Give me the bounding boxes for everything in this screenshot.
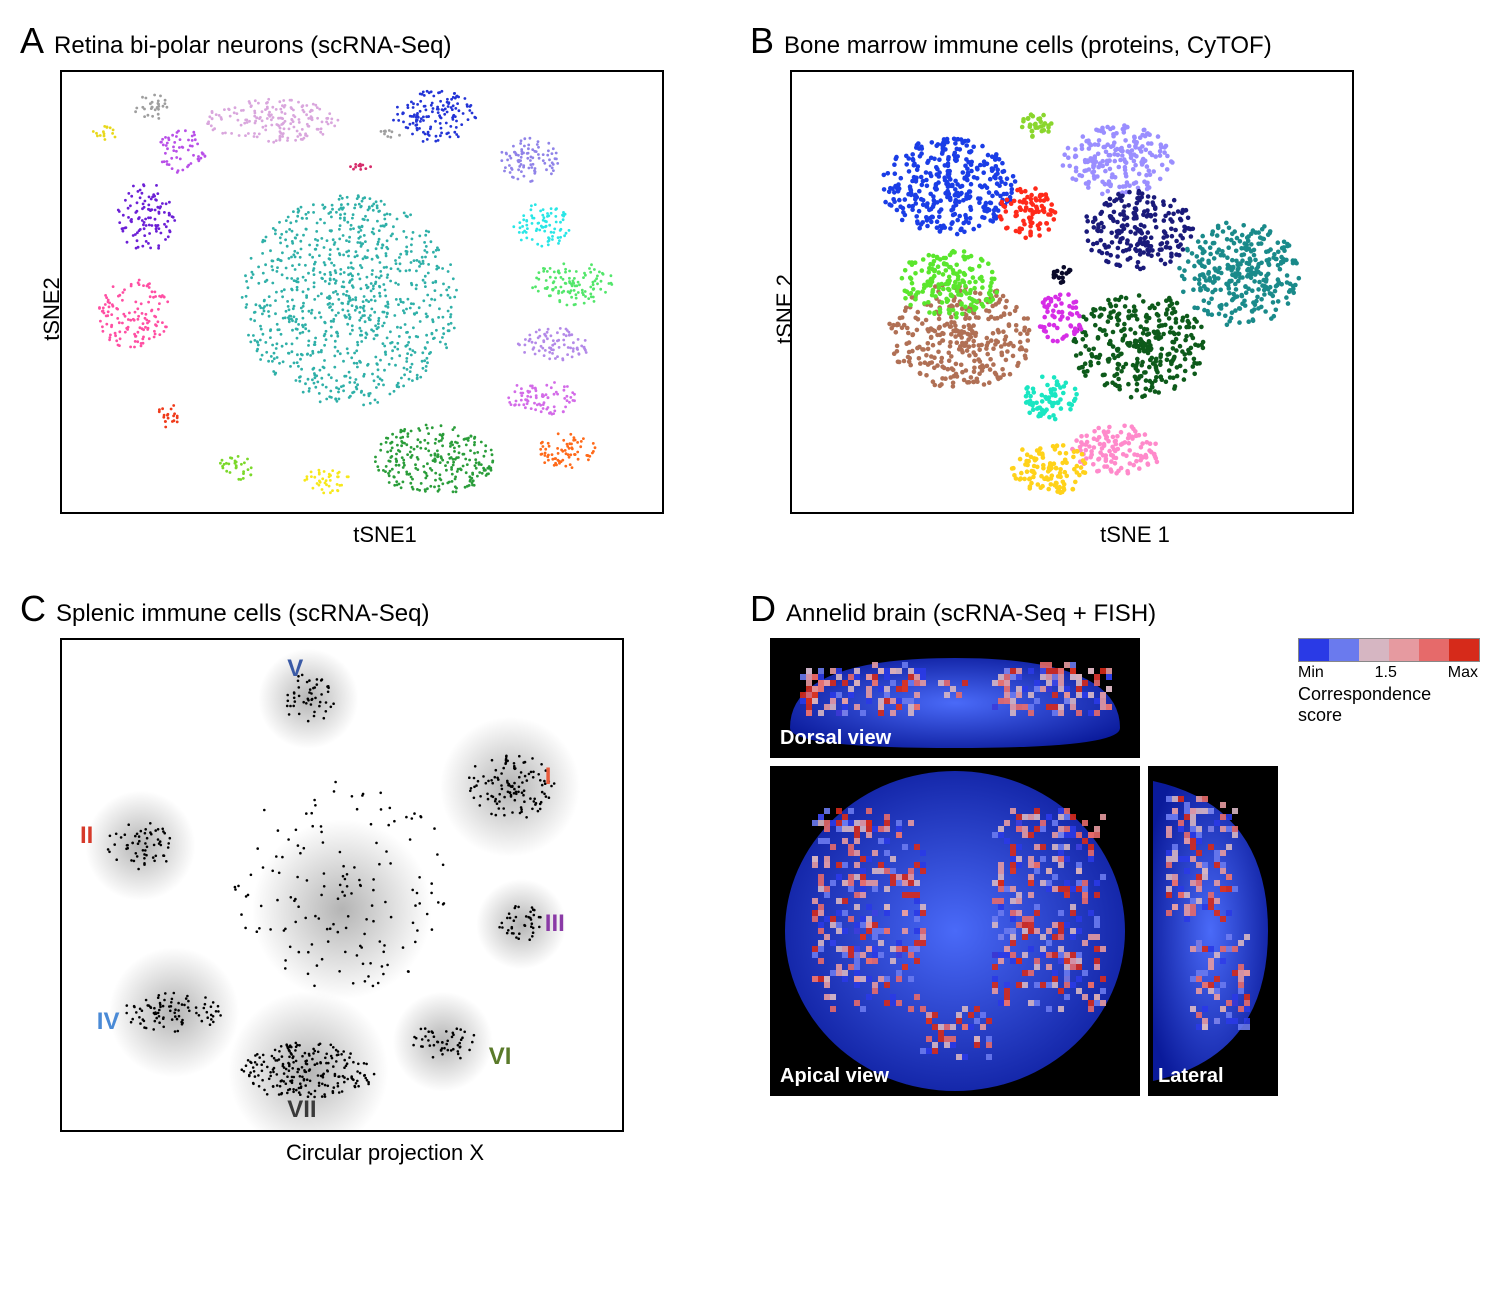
- panel-d-legend-title: Correspondence score: [1298, 684, 1480, 726]
- panel-a-xlabel: tSNE1: [60, 522, 710, 548]
- panel-b-title: Bone marrow immune cells (proteins, CyTO…: [784, 32, 1272, 60]
- panel-d-legend-ticks: Min 1.5 Max: [1298, 664, 1478, 682]
- panel-c-title: Splenic immune cells (scRNA-Seq): [56, 600, 429, 628]
- panel-c-plot: IIIIIIIVVVIVII: [60, 638, 624, 1132]
- panel-a-letter: A: [20, 20, 44, 62]
- panel-c-xlabel: Circular projection X: [60, 1140, 710, 1166]
- figure-grid: A Retina bi-polar neurons (scRNA-Seq) tS…: [20, 20, 1480, 1166]
- panel-b: B Bone marrow immune cells (proteins, Cy…: [750, 20, 1480, 548]
- roman-label: II: [80, 822, 93, 850]
- roman-label: IV: [97, 1008, 120, 1036]
- panel-b-plot: [790, 70, 1354, 514]
- panel-d-apical-view: Apical view: [770, 766, 1140, 1096]
- panel-b-letter: B: [750, 20, 774, 62]
- panel-d-legend-bar: [1298, 638, 1480, 662]
- panel-d-dorsal-view: Dorsal view: [770, 638, 1140, 758]
- legend-tick-mid: 1.5: [1375, 664, 1397, 682]
- panel-d-lateral-label: Lateral: [1158, 1065, 1224, 1088]
- panel-c: C Splenic immune cells (scRNA-Seq) Circu…: [20, 588, 710, 1166]
- panel-d-apical-label: Apical view: [780, 1065, 889, 1088]
- panel-d-letter: D: [750, 588, 776, 630]
- legend-tick-min: Min: [1298, 664, 1324, 682]
- panel-d: D Annelid brain (scRNA-Seq + FISH) Dorsa…: [750, 588, 1480, 1166]
- panel-d-title: Annelid brain (scRNA-Seq + FISH): [786, 600, 1156, 628]
- roman-label: VII: [287, 1096, 316, 1124]
- legend-tick-max: Max: [1448, 664, 1478, 682]
- panel-d-apical-svg: [770, 766, 1140, 1096]
- panel-b-scatter: [792, 72, 1352, 512]
- panel-c-letter: C: [20, 588, 46, 630]
- panel-d-legend: Min 1.5 Max Correspondence score: [1298, 638, 1480, 1096]
- panel-a-title: Retina bi-polar neurons (scRNA-Seq): [54, 32, 452, 60]
- panel-a-plot: [60, 70, 664, 514]
- panel-c-scatter: [62, 640, 622, 1130]
- roman-label: V: [287, 655, 303, 683]
- panel-d-dorsal-label: Dorsal view: [780, 727, 891, 750]
- roman-label: VI: [489, 1043, 512, 1071]
- panel-d-lateral-view: Lateral: [1148, 766, 1278, 1096]
- panel-a: A Retina bi-polar neurons (scRNA-Seq) tS…: [20, 20, 710, 548]
- panel-d-lateral-svg: [1148, 766, 1278, 1096]
- panel-a-scatter: [62, 72, 662, 512]
- roman-label: III: [545, 910, 565, 938]
- roman-label: I: [545, 763, 552, 791]
- panel-b-xlabel: tSNE 1: [790, 522, 1480, 548]
